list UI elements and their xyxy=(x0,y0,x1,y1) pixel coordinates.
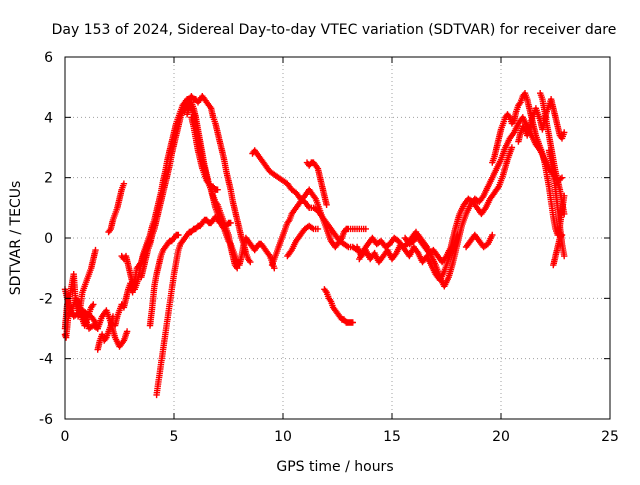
x-tick-label: 10 xyxy=(274,429,292,445)
x-tick-label: 20 xyxy=(492,429,510,445)
x-axis-tick-labels: 0 5 10 15 20 25 xyxy=(61,429,619,445)
plus-marker xyxy=(247,258,254,266)
y-axis-tick-labels: -6 -4 -2 0 2 4 6 xyxy=(39,50,53,428)
plus-marker xyxy=(323,201,330,208)
plus-marker xyxy=(175,231,182,239)
y-tick-label: -4 xyxy=(39,352,53,368)
plus-marker xyxy=(227,219,234,227)
x-tick-label: 25 xyxy=(601,429,619,445)
plus-marker xyxy=(349,319,356,326)
plus-marker xyxy=(90,301,97,308)
y-tick-label: 6 xyxy=(44,50,53,66)
y-tick-label: -2 xyxy=(39,291,53,307)
plus-marker xyxy=(489,231,496,239)
y-tick-label: 0 xyxy=(44,231,53,247)
data-marks xyxy=(61,90,568,399)
plus-marker xyxy=(362,225,369,233)
x-axis-label: GPS time / hours xyxy=(276,459,393,475)
plus-marker xyxy=(92,246,99,254)
plus-marker xyxy=(123,328,131,335)
plus-marker xyxy=(561,129,568,136)
plus-marker xyxy=(561,210,568,218)
y-tick-label: 4 xyxy=(44,110,53,126)
plus-marker xyxy=(308,224,316,232)
y-tick-label: -6 xyxy=(39,412,53,428)
plus-marker xyxy=(214,186,221,193)
plus-marker xyxy=(314,225,322,233)
plus-marker xyxy=(558,231,566,239)
axis-ticks xyxy=(64,56,611,420)
plus-marker xyxy=(561,252,568,260)
plus-marker xyxy=(508,144,516,151)
x-tick-label: 15 xyxy=(383,429,401,445)
y-axis-label: SDTVAR / TECUs xyxy=(8,181,24,296)
y-tick-label: 2 xyxy=(44,171,53,187)
plus-marker xyxy=(120,180,128,187)
chart-title: Day 153 of 2024, Sidereal Day-to-day VTE… xyxy=(52,22,617,38)
x-tick-label: 0 xyxy=(61,429,70,445)
x-tick-label: 5 xyxy=(170,429,179,445)
plus-marker xyxy=(234,265,241,272)
